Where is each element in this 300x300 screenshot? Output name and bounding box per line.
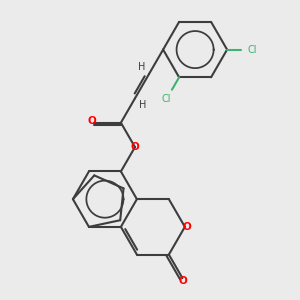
Text: O: O xyxy=(87,116,96,126)
Text: O: O xyxy=(178,276,187,286)
Text: H: H xyxy=(137,62,145,72)
Text: Cl: Cl xyxy=(248,45,257,55)
Text: H: H xyxy=(139,100,146,110)
Text: O: O xyxy=(130,142,139,152)
Text: Cl: Cl xyxy=(162,94,171,104)
Text: O: O xyxy=(182,222,191,232)
